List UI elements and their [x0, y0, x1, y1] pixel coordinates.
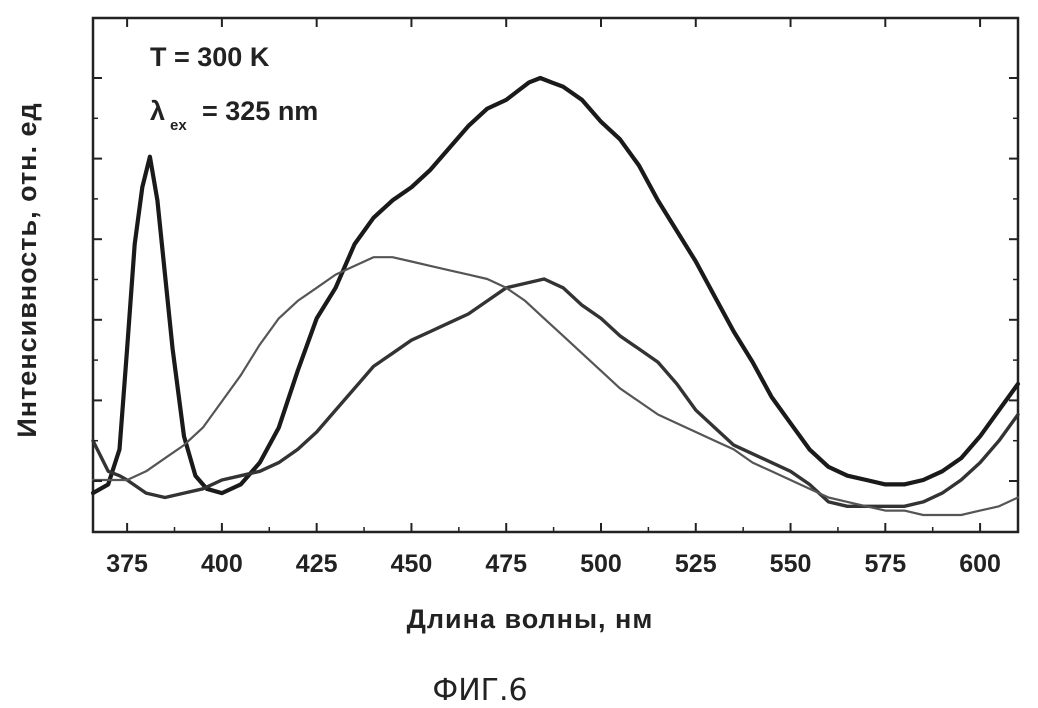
- series-line-2: [91, 277, 1020, 508]
- x-tick-label: 550: [770, 550, 812, 578]
- x-tick-label: 475: [485, 550, 527, 578]
- series-lines: [90, 75, 1021, 517]
- lambda-symbol: λ: [150, 96, 165, 126]
- temperature-annotation: T = 300 K: [150, 42, 270, 72]
- x-tick-label: 500: [580, 550, 622, 578]
- series-line-3: [91, 256, 1020, 517]
- excitation-wavelength-annotation: = 325 nm: [202, 96, 318, 126]
- x-tick-label: 450: [391, 550, 433, 578]
- series-line-1: [90, 75, 1021, 496]
- plot-area: [91, 16, 1020, 534]
- axis-ticks: [93, 18, 1018, 532]
- lambda-subscript: ex: [170, 117, 187, 134]
- y-axis-title: Интенсивность, отн. ед: [12, 102, 42, 437]
- figure-caption: ФИГ.6: [432, 673, 527, 708]
- plot-frame: [91, 16, 1020, 534]
- x-tick-label: 400: [201, 550, 243, 578]
- x-axis-title: Длина волны, нм: [407, 604, 654, 634]
- x-tick-label: 600: [959, 550, 1001, 578]
- x-tick-label: 425: [296, 550, 338, 578]
- x-tick-label: 575: [864, 550, 906, 578]
- x-tick-label: 525: [675, 550, 717, 578]
- x-tick-label: 375: [106, 550, 148, 578]
- x-tick-labels: 375 400 425 450 475 500 525 550 575 600: [106, 550, 1001, 578]
